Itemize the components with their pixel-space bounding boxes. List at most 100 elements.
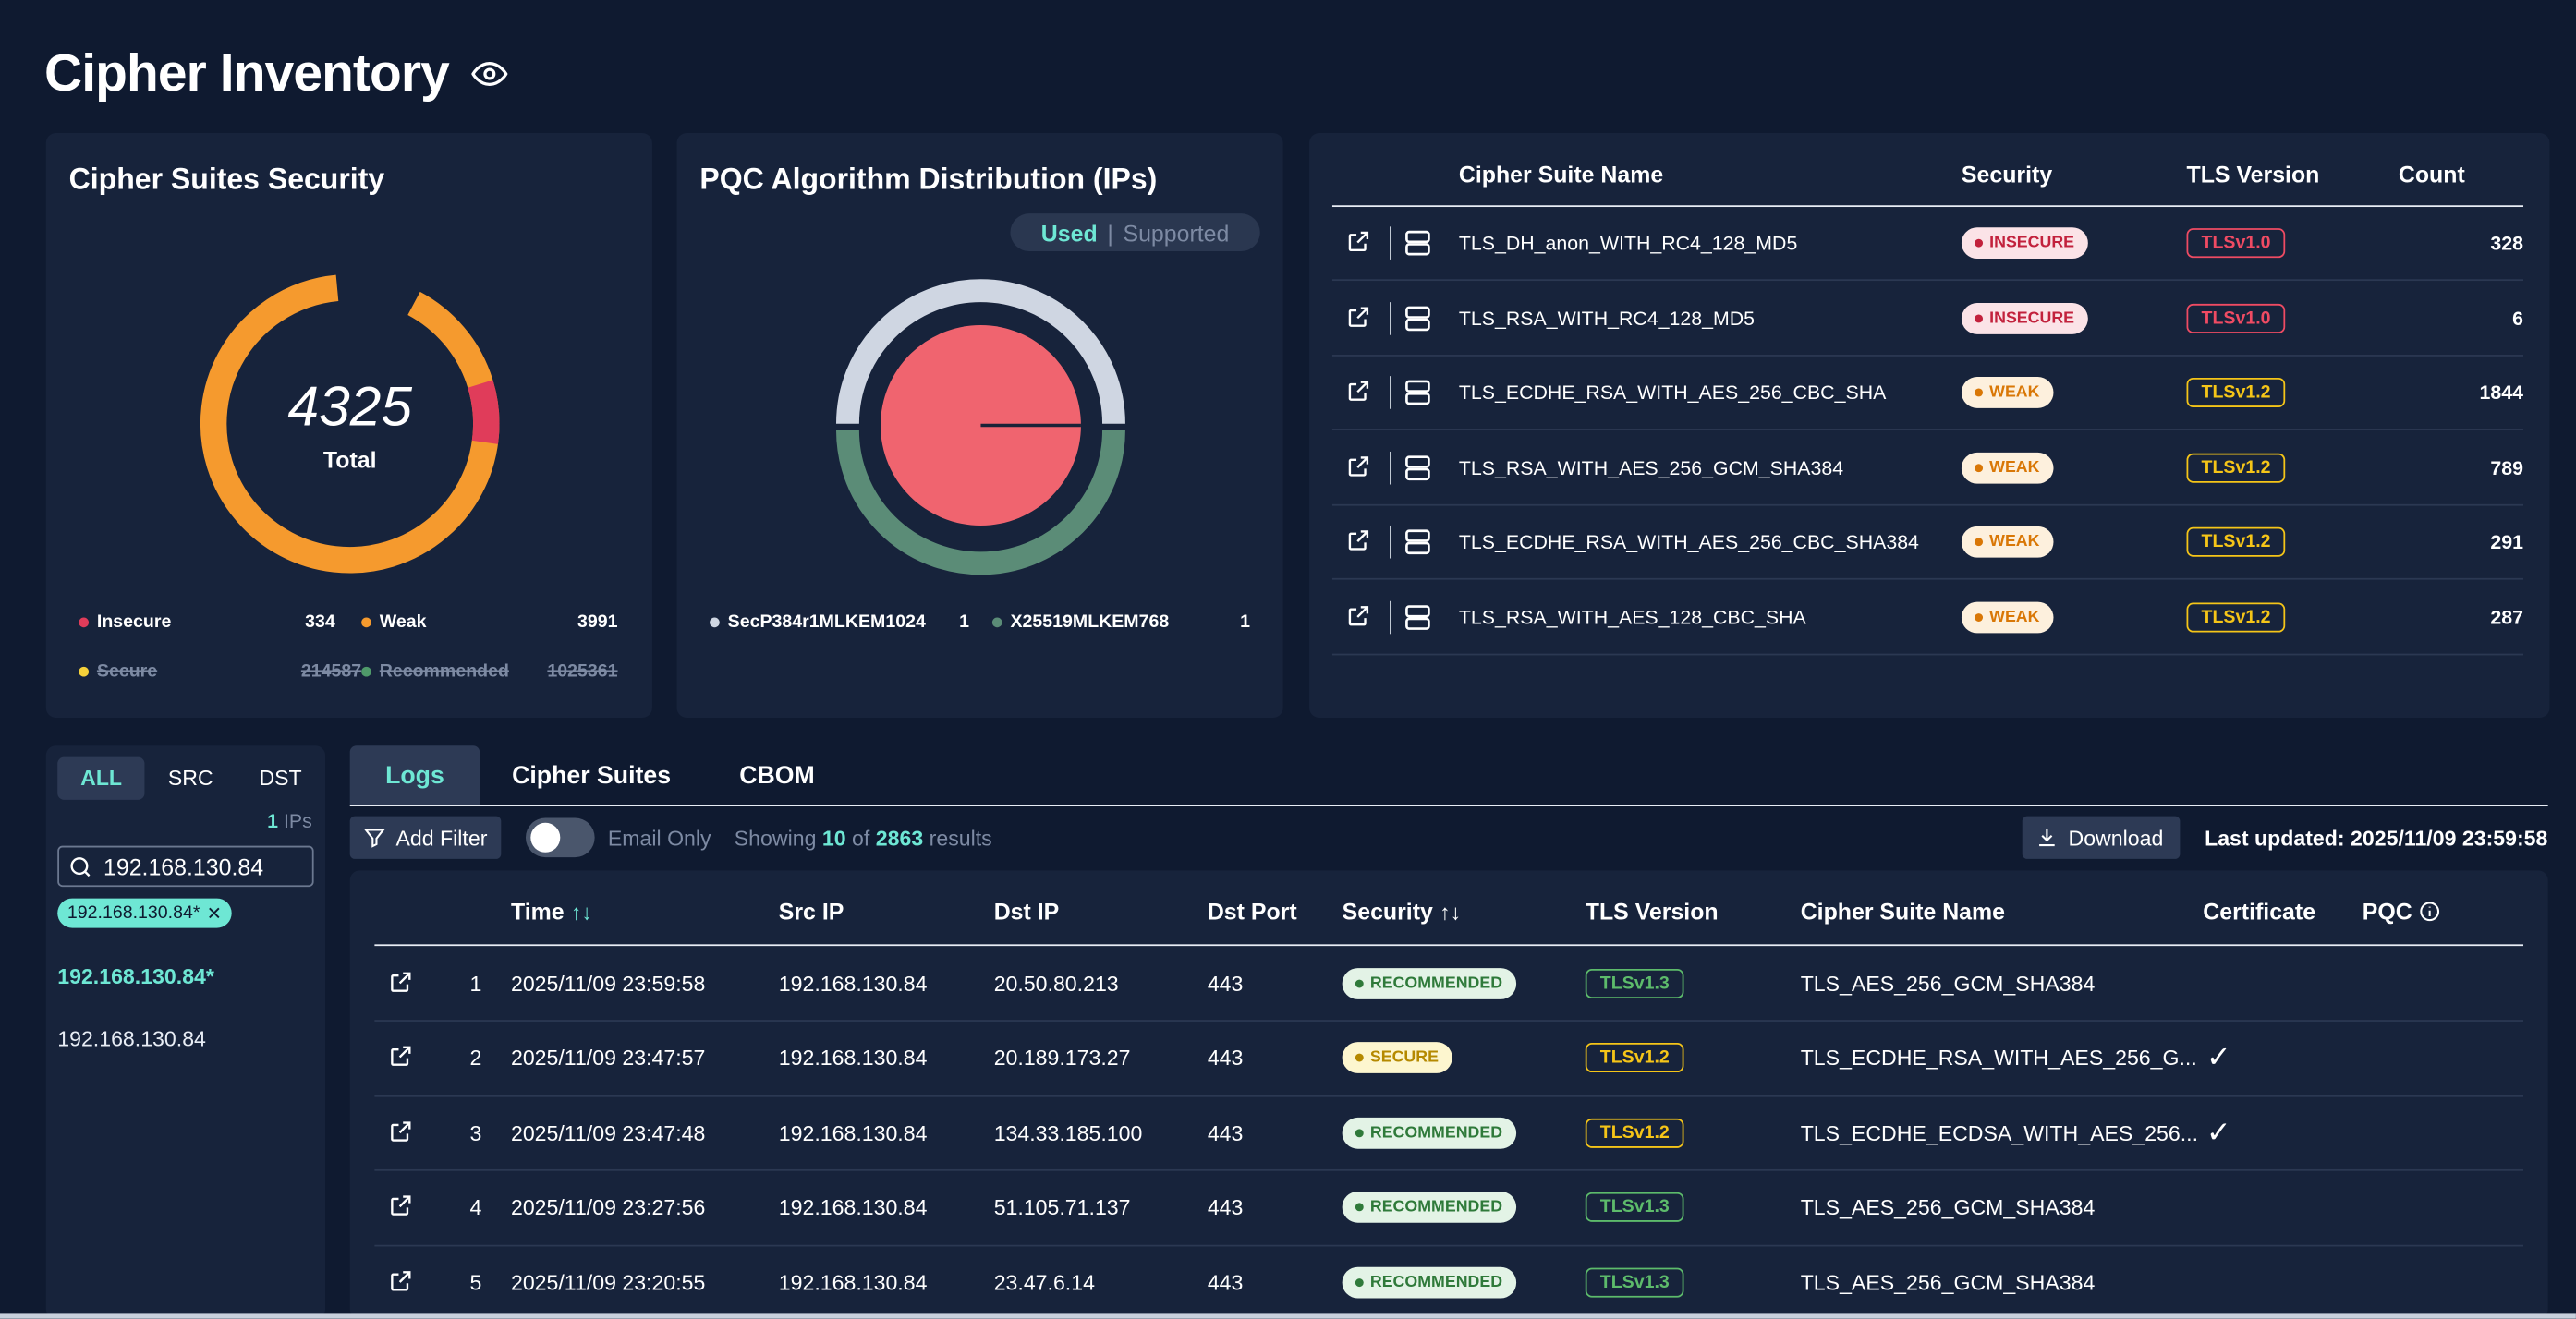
log-time: 2025/11/09 23:47:48	[510, 1119, 706, 1145]
add-filter-button[interactable]: Add Filter	[349, 816, 501, 859]
suite-row[interactable]: TLS_RSA_WITH_AES_256_GCM_SHA384 WEAK TLSv1…	[1331, 431, 2524, 505]
bottom-border	[0, 1313, 2576, 1319]
legend-insecure[interactable]: Insecure 334	[79, 612, 335, 633]
used-supported-toggle[interactable]: Used | Supported	[1010, 213, 1260, 252]
eye-icon[interactable]	[471, 55, 508, 91]
info-icon[interactable]	[2419, 900, 2442, 923]
page-title: Cipher Inventory	[44, 42, 508, 103]
badge-dot	[1355, 1128, 1364, 1137]
suite-count: 328	[2490, 231, 2524, 255]
sort-icon[interactable]: ↑↓	[570, 899, 592, 925]
ip-filter-chip[interactable]: 192.168.130.84* ✕	[57, 898, 232, 928]
open-external-icon[interactable]	[1345, 527, 1375, 557]
col-count[interactable]: Count	[2398, 161, 2465, 188]
segment-all[interactable]: ALL	[57, 756, 145, 800]
open-external-icon[interactable]	[1345, 378, 1375, 407]
security-donut-chart: 4325 Total	[194, 268, 506, 580]
log-row[interactable]: 4 2025/11/09 23:27:56 192.168.130.84 51.105…	[374, 1170, 2524, 1246]
toggle-used[interactable]: Used	[1040, 219, 1098, 246]
badge-dot	[1975, 538, 1984, 547]
log-row[interactable]: 5 2025/11/09 23:20:55 192.168.130.84 23.47.…	[374, 1245, 2524, 1319]
log-dst-port: 443	[1207, 1119, 1244, 1145]
legend-recommended[interactable]: Recommended 1025361	[361, 662, 618, 682]
cipher-suites-table-card: Cipher Suite Name Security TLS Version C…	[1309, 133, 2550, 718]
legend-x25519mlkem768[interactable]: X25519MLKEM768 1	[991, 612, 1250, 633]
segment-dst[interactable]: DST	[259, 765, 302, 791]
security-badge: INSECURE	[1961, 227, 2088, 260]
badge-dot	[1355, 1053, 1364, 1062]
tab-logs[interactable]: Logs	[349, 745, 480, 805]
col-cipher-suite-name[interactable]: Cipher Suite Name	[1800, 898, 2006, 926]
server-icon[interactable]	[1403, 303, 1432, 333]
open-external-icon[interactable]	[388, 1267, 418, 1297]
suite-count: 291	[2490, 530, 2524, 554]
chip-close-icon[interactable]: ✕	[206, 903, 222, 925]
log-dst-ip: 23.47.6.14	[993, 1269, 1095, 1295]
log-dst-ip: 51.105.71.137	[993, 1194, 1131, 1220]
cipher-suites-security-card: Cipher Suites Security 4325 Total Insecu…	[45, 133, 652, 718]
legend-value: 214587	[300, 661, 362, 682]
server-icon[interactable]	[1403, 378, 1432, 407]
suite-row[interactable]: TLS_RSA_WITH_AES_128_CBC_SHA WEAK TLSv1.2 2…	[1331, 581, 2524, 655]
col-pqc[interactable]: PQC	[2363, 899, 2442, 925]
segment-src[interactable]: SRC	[167, 765, 213, 791]
pqc-card-title: PQC Algorithm Distribution (IPs)	[699, 163, 1158, 196]
tab-cbom[interactable]: CBOM	[739, 761, 815, 790]
col-security[interactable]: Security ↑↓	[1343, 899, 1461, 925]
ip-search-input[interactable]	[103, 853, 301, 880]
showing-prefix: Showing	[734, 826, 817, 852]
download-icon	[2039, 829, 2055, 847]
log-dst-ip: 20.189.173.27	[993, 1045, 1131, 1071]
server-icon[interactable]	[1403, 453, 1432, 482]
toggle-supported[interactable]: Supported	[1123, 219, 1230, 246]
open-external-icon[interactable]	[1345, 303, 1375, 333]
tab-cipher-suites[interactable]: Cipher Suites	[512, 761, 672, 790]
col-certificate[interactable]: Certificate	[2203, 898, 2316, 926]
log-row[interactable]: 3 2025/11/09 23:47:48 192.168.130.84 134.33…	[374, 1095, 2524, 1171]
server-icon[interactable]	[1403, 602, 1432, 632]
badge-dot	[1975, 313, 1984, 322]
log-row[interactable]: 2 2025/11/09 23:47:57 192.168.130.84 20.189…	[374, 1021, 2524, 1096]
security-badge: WEAK	[1961, 377, 2053, 408]
suite-row[interactable]: TLS_RSA_WITH_RC4_128_MD5 INSECURE TLSv1.0 6	[1331, 282, 2524, 356]
col-time[interactable]: Time ↑↓	[511, 899, 592, 925]
open-external-icon[interactable]	[1345, 453, 1375, 482]
suite-row[interactable]: TLS_DH_anon_WITH_RC4_128_MD5 INSECURE TLSv…	[1331, 207, 2524, 282]
log-src-ip: 192.168.130.84	[778, 970, 928, 996]
legend-secure[interactable]: Secure 214587	[79, 662, 361, 682]
sort-icon[interactable]: ↑↓	[1439, 899, 1462, 925]
col-dst-ip[interactable]: Dst IP	[993, 898, 1060, 926]
log-row[interactable]: 1 2025/11/09 23:59:58 192.168.130.84 20.50.…	[374, 946, 2524, 1022]
toggle-knob	[530, 822, 561, 853]
download-button[interactable]: Download	[2022, 816, 2181, 859]
ip-list-item-selected[interactable]: 192.168.130.84*	[57, 963, 214, 989]
col-cipher-suite-name[interactable]: Cipher Suite Name	[1458, 161, 1664, 188]
open-external-icon[interactable]	[1345, 602, 1375, 632]
open-external-icon[interactable]	[1345, 228, 1375, 258]
weak-dot	[361, 617, 371, 628]
col-tls-version[interactable]: TLS Version	[2186, 161, 2320, 188]
col-security[interactable]: Security	[1961, 161, 2053, 188]
open-external-icon[interactable]	[388, 1118, 418, 1147]
legend-secp384r1mlkem1024[interactable]: SecP384r1MLKEM1024 1	[710, 612, 969, 633]
suite-row[interactable]: TLS_ECDHE_RSA_WITH_AES_256_CBC_SHA WEAK TL…	[1331, 357, 2524, 430]
server-icon[interactable]	[1403, 228, 1432, 258]
divider	[1390, 376, 1391, 409]
col-tls-version[interactable]: TLS Version	[1585, 898, 1719, 926]
log-src-ip: 192.168.130.84	[778, 1194, 928, 1220]
open-external-icon[interactable]	[388, 1192, 418, 1222]
server-icon[interactable]	[1403, 527, 1432, 557]
col-dst-port[interactable]: Dst Port	[1207, 898, 1297, 926]
ip-list-item[interactable]: 192.168.130.84	[57, 1026, 206, 1051]
security-badge-label: RECOMMENDED	[1369, 974, 1503, 992]
ip-search-box[interactable]	[57, 845, 314, 888]
suite-count: 287	[2490, 605, 2524, 629]
open-external-icon[interactable]	[388, 968, 418, 998]
open-external-icon[interactable]	[388, 1043, 418, 1072]
main-tabs: Logs Cipher Suites CBOM	[349, 745, 2548, 806]
email-only-toggle[interactable]	[525, 817, 595, 858]
legend-weak[interactable]: Weak 3991	[361, 612, 618, 633]
col-src-ip[interactable]: Src IP	[778, 898, 844, 926]
suite-row[interactable]: TLS_ECDHE_RSA_WITH_AES_256_CBC_SHA384 WEA…	[1331, 506, 2524, 580]
log-cipher-suite: TLS_ECDHE_RSA_WITH_AES_256_G...	[1800, 1045, 2197, 1071]
